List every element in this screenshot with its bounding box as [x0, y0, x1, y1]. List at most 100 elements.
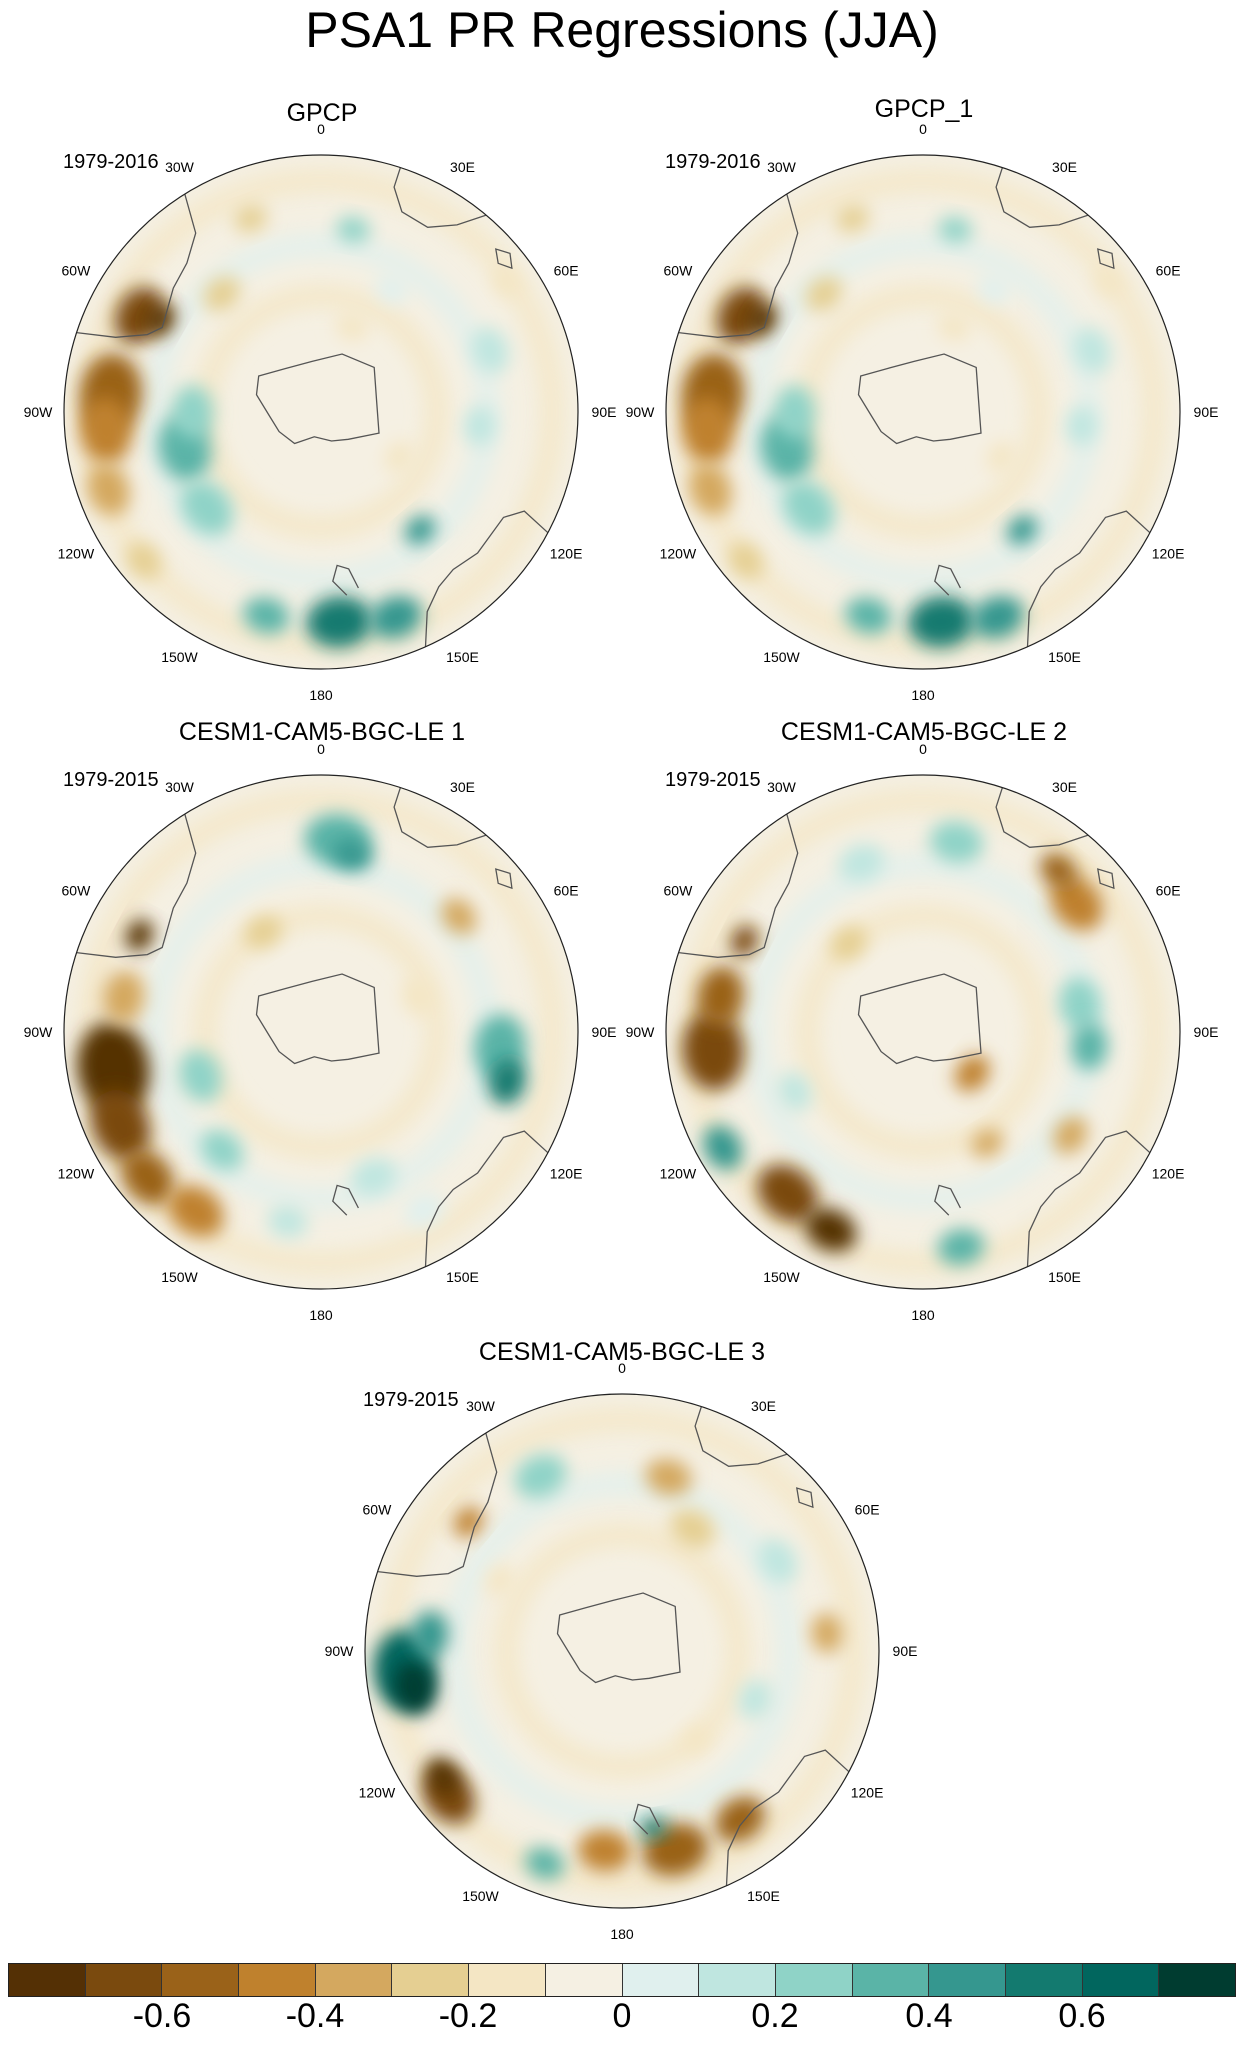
anomaly-patch	[514, 1454, 567, 1499]
anomaly-patch	[244, 915, 283, 949]
longitude-label: 90E	[1194, 1024, 1219, 1040]
panel-title-gpcp: GPCP	[286, 99, 358, 127]
longitude-label: 30E	[1052, 159, 1077, 175]
colorbar-swatch	[622, 1964, 700, 1996]
longitude-label: 90W	[325, 1643, 355, 1659]
longitude-label: 60E	[1156, 263, 1181, 279]
anomaly-patch	[830, 925, 867, 961]
longitude-label: 90E	[592, 404, 617, 420]
colorbar-swatch	[85, 1964, 163, 1996]
anomaly-patch	[682, 1010, 744, 1091]
longitude-label: 120W	[660, 546, 697, 562]
anomaly-band	[192, 903, 450, 1161]
coastline	[995, 787, 1089, 848]
anomaly-patch	[715, 1796, 765, 1843]
anomaly-patch	[243, 597, 290, 634]
longitude-label: 0	[618, 1360, 626, 1376]
anomaly-patch	[1066, 405, 1098, 446]
longitude-label: 150W	[763, 649, 800, 665]
longitude-label: 120E	[550, 546, 583, 562]
longitude-label: 30E	[450, 779, 475, 795]
anomaly-patch	[838, 844, 885, 882]
map-background	[365, 1394, 879, 1908]
anomaly-band	[794, 903, 1052, 1161]
anomaly-patch	[525, 1847, 565, 1880]
colorbar-swatch	[1159, 1964, 1235, 1996]
anomaly-patch	[425, 1757, 461, 1795]
colorbar-swatch	[545, 1964, 623, 1996]
anomaly-patch	[267, 1206, 308, 1238]
anomaly-patch	[954, 1055, 990, 1092]
longitude-label: 60W	[62, 883, 92, 899]
longitude-label: 120E	[550, 1166, 583, 1182]
longitude-label: 90E	[893, 1643, 918, 1659]
coastline	[494, 248, 513, 270]
coastline	[556, 1592, 681, 1684]
anomaly-patch	[234, 205, 267, 233]
colorbar	[8, 1963, 1236, 1997]
map-border	[364, 1393, 880, 1909]
anomaly-patch	[728, 542, 764, 579]
longitude-label: 120E	[851, 1785, 884, 1801]
anomaly-patch	[971, 595, 1024, 639]
colorbar-tick-label: -0.6	[132, 1997, 192, 2035]
anomaly-patch	[645, 1458, 692, 1496]
coastline	[725, 1749, 850, 1886]
anomaly-patch	[703, 1125, 743, 1170]
colorbar-swatch	[392, 1964, 470, 1996]
colorbar-tick-label: 0.2	[751, 1997, 799, 2035]
panel-period-le1: 1979-2015	[63, 769, 159, 791]
coastline	[1096, 868, 1115, 890]
anomaly-patch	[845, 597, 892, 634]
longitude-label: 90W	[626, 1024, 656, 1040]
anomaly-patch	[738, 1679, 771, 1719]
anomaly-patch	[778, 1072, 812, 1112]
anomaly-patch	[836, 205, 869, 233]
anomaly-patch	[336, 216, 370, 243]
anomaly-patch	[488, 1058, 526, 1105]
longitude-label: 180	[309, 687, 333, 703]
coastline	[694, 1406, 788, 1467]
longitude-label: 60W	[62, 263, 92, 279]
colorbar-tick-label: -0.4	[285, 1997, 345, 2035]
anomaly-patch	[375, 275, 408, 304]
anomaly-patch	[393, 1661, 436, 1715]
colorbar-swatch	[315, 1964, 393, 1996]
coastline	[393, 167, 487, 228]
longitude-label: 120W	[660, 1166, 697, 1182]
panel-period-le3: 1979-2015	[363, 1389, 459, 1411]
map-border	[665, 774, 1181, 1290]
longitude-label: 60W	[664, 263, 694, 279]
longitude-label: 150E	[1048, 649, 1081, 665]
anomaly-patch	[178, 1049, 222, 1103]
anomaly-patch	[977, 275, 1010, 304]
anomaly-patch	[908, 596, 975, 648]
colorbar-tick-label: 0.6	[1058, 1997, 1106, 2035]
panel-period-gpcp: 1979-2016	[63, 151, 159, 173]
anomaly-patch	[411, 1610, 449, 1658]
coastline	[995, 167, 1089, 228]
coastline	[1026, 1130, 1151, 1267]
longitude-label: 150W	[763, 1269, 800, 1285]
coastline	[934, 1184, 961, 1216]
colorbar-swatch	[775, 1964, 853, 1996]
longitude-label: 180	[610, 1926, 634, 1942]
map-border	[665, 154, 1181, 670]
anomaly-patch	[90, 1090, 151, 1161]
colorbar-tick-label: 0	[612, 1997, 632, 2035]
anomaly-patch	[938, 216, 972, 243]
coastline	[1026, 510, 1151, 647]
coastline	[424, 1130, 549, 1267]
anomaly-patch	[577, 1830, 632, 1872]
anomaly-patch	[102, 970, 145, 1024]
anomaly-patch	[937, 314, 971, 341]
longitude-label: 150E	[1048, 1269, 1081, 1285]
longitude-label: 60W	[363, 1502, 393, 1518]
longitude-label: 0	[317, 741, 325, 757]
anomaly-patch	[464, 405, 496, 446]
anomaly-patch	[121, 1149, 174, 1205]
colorbar-swatch	[162, 1964, 240, 1996]
anomaly-patch	[689, 463, 732, 516]
map-background	[64, 155, 578, 669]
longitude-label: 120W	[58, 546, 95, 562]
